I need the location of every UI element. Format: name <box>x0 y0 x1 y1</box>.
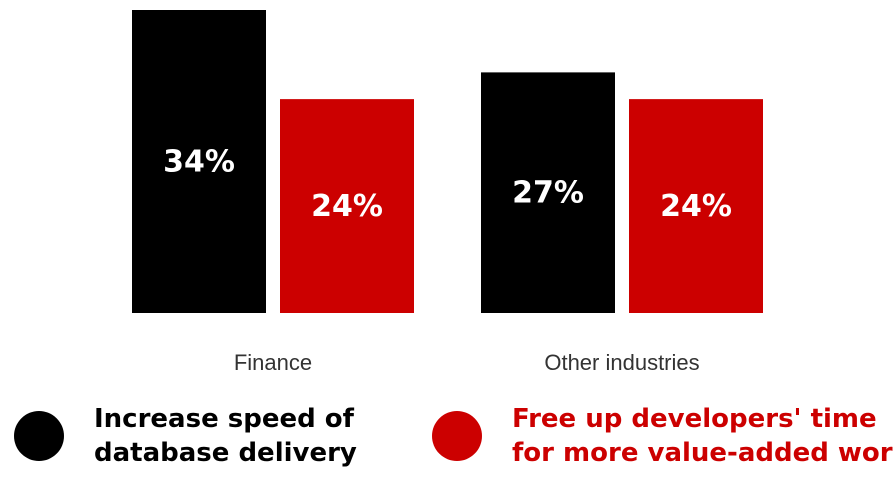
legend-item-speed: Increase speed of database delivery <box>14 402 357 470</box>
data-label-other-industries-series-0: 27% <box>512 176 584 211</box>
legend-item-developer-time: Free up developers' time for more value-… <box>432 402 894 470</box>
bar-finance-series-1 <box>280 99 414 313</box>
bar-finance-series-0 <box>132 10 266 313</box>
bar-other-industries-series-1 <box>629 99 763 313</box>
data-label-finance-series-1: 24% <box>311 189 383 224</box>
legend-label: Increase speed of database delivery <box>94 402 357 470</box>
data-label-finance-series-0: 34% <box>163 145 235 180</box>
category-label-finance: Finance <box>234 350 312 375</box>
legend-label-line: Free up developers' time <box>512 404 877 434</box>
legend-label: Free up developers' time for more value-… <box>512 402 894 470</box>
legend-swatch-black <box>14 411 64 461</box>
bar-other-industries-series-0 <box>481 72 615 313</box>
category-label-other-industries: Other industries <box>544 350 699 375</box>
legend-label-line: database delivery <box>94 438 357 468</box>
data-label-other-industries-series-1: 24% <box>660 189 732 224</box>
legend-label-line: for more value-added work <box>512 438 894 468</box>
legend-swatch-red <box>432 411 482 461</box>
legend-label-line: Increase speed of <box>94 404 354 434</box>
